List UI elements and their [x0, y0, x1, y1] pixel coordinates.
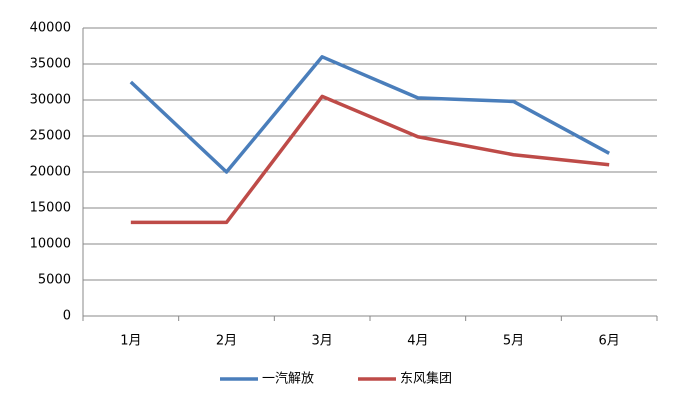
- y-tick-label: 5000: [38, 273, 71, 288]
- y-tick-label: 30000: [30, 93, 71, 108]
- x-tick-label: 5月: [503, 334, 524, 349]
- x-tick-label: 3月: [312, 334, 333, 349]
- x-tick-label: 6月: [599, 334, 620, 349]
- legend-label: 一汽解放: [262, 372, 314, 387]
- series-line: [130, 94, 610, 225]
- y-tick-label: 20000: [30, 165, 71, 180]
- legend-label: 东风集团: [400, 371, 452, 387]
- y-tick-label: 25000: [30, 129, 71, 144]
- x-tick-label: 2月: [216, 334, 237, 349]
- x-tick-label: 4月: [407, 334, 428, 349]
- y-tick-label: 35000: [30, 57, 71, 72]
- y-tick-label: 10000: [30, 237, 71, 252]
- x-tick-label: 1月: [120, 334, 141, 349]
- series-line: [129, 55, 611, 174]
- y-tick-label: 0: [63, 309, 71, 324]
- y-tick-label: 15000: [30, 201, 71, 216]
- y-tick-label: 40000: [30, 21, 71, 36]
